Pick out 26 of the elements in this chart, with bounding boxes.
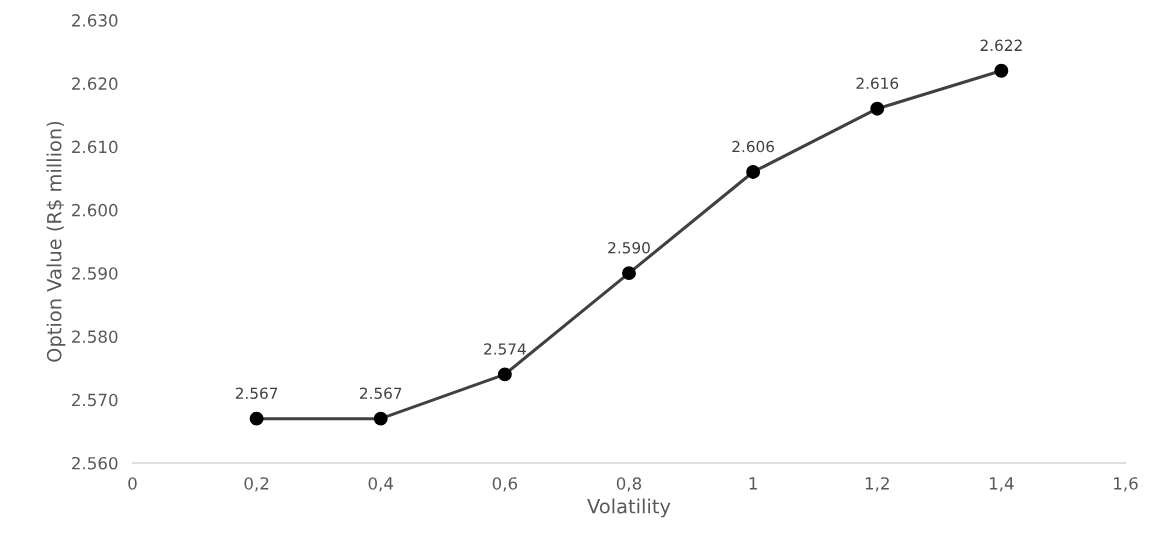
y-tick-label: 2.600 (72, 203, 118, 217)
y-tick-label: 2.580 (72, 330, 118, 343)
y-axis-title: Option Value (R$ million) (46, 121, 66, 362)
data-label: 2.567 (235, 387, 278, 400)
data-label: 2.616 (856, 77, 899, 90)
y-tick-label: 2.590 (72, 267, 118, 280)
x-tick-label: 0,6 (492, 477, 518, 492)
data-label: 2.574 (484, 343, 526, 355)
data-label: 2.606 (732, 140, 775, 153)
y-tick-label: 2.630 (72, 14, 118, 27)
x-tick-label: 1,6 (1114, 477, 1138, 492)
x-tick-label: 1,4 (989, 477, 1014, 492)
x-tick-label: 1,2 (865, 477, 889, 492)
x-tick-label: 0,4 (368, 477, 394, 492)
data-label: 2.567 (359, 387, 402, 400)
x-tick-label: 0,2 (244, 477, 269, 492)
x-tick-label: 0 (128, 477, 137, 490)
y-tick-label: 2.610 (72, 140, 118, 154)
y-tick-label: 2.620 (72, 77, 118, 90)
x-axis-title: Volatility (587, 498, 671, 518)
data-label: 2.590 (608, 241, 650, 254)
y-tick-label: 2.570 (72, 393, 118, 407)
data-label: 2.622 (980, 39, 1022, 52)
y-tick-label: 2.560 (72, 456, 118, 470)
x-tick-label: 0,8 (616, 477, 642, 492)
x-tick-label: 1 (749, 477, 757, 490)
